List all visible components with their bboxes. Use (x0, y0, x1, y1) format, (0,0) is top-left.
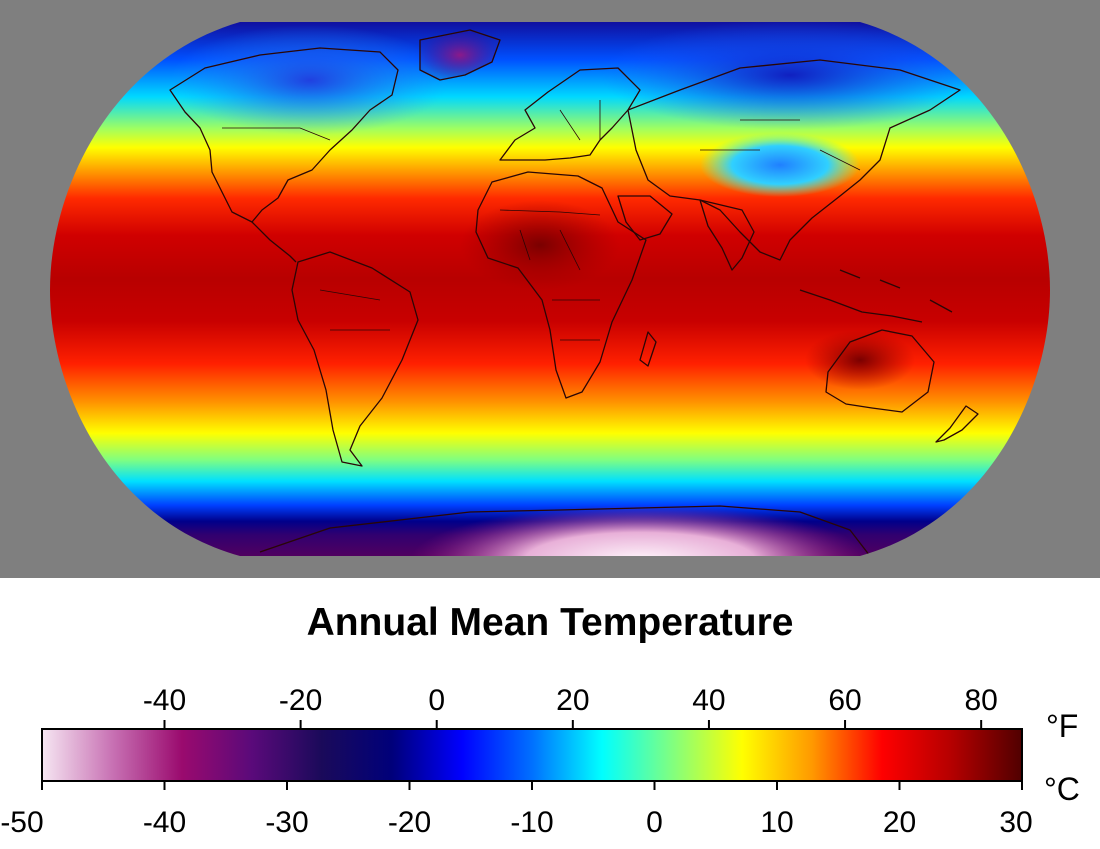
celsius-tick-label: 30 (999, 806, 1032, 839)
europe-outline (499, 67, 641, 161)
india-outline (699, 199, 755, 271)
tibet-cold-region (700, 133, 860, 197)
celsius-unit-label: °C (1044, 771, 1080, 807)
fahrenheit-unit-label: °F (1046, 708, 1078, 744)
world-temperature-map (50, 22, 1050, 556)
fahrenheit-tick-label: 60 (828, 684, 861, 717)
antarctica-cold-region (410, 505, 870, 556)
celsius-tick-label: 20 (883, 806, 916, 839)
siberia-cold-region (600, 22, 980, 130)
map-panel (0, 0, 1100, 578)
greenland-outline (419, 29, 501, 81)
southeast-asia-islands-outline (799, 269, 953, 323)
australia-outline (825, 329, 935, 413)
fahrenheit-ticks: -40 -20 0 20 40 60 80 (143, 684, 998, 729)
celsius-tick-label: -30 (265, 806, 308, 839)
fahrenheit-tick-label: 20 (556, 684, 589, 717)
colorbar-bar (41, 728, 1023, 782)
new-zealand-outline (935, 405, 979, 443)
celsius-tick-label: 10 (760, 806, 793, 839)
central-america-outline (251, 221, 297, 263)
antarctica-outline (259, 505, 871, 556)
fahrenheit-tick-label: -40 (143, 684, 186, 717)
fahrenheit-tick-label: 0 (428, 684, 445, 717)
arabia-outline (617, 195, 673, 241)
chart-title: Annual Mean Temperature (306, 601, 794, 644)
celsius-ticks: -50 -40 -30 -20 -10 0 10 20 30 (0, 781, 1033, 839)
celsius-tick-label: -40 (143, 806, 186, 839)
land-outlines (169, 29, 979, 556)
sahara-hot-region (460, 200, 620, 290)
fahrenheit-tick-label: -20 (279, 684, 322, 717)
australia-hot-region (805, 330, 915, 390)
country-borders (222, 100, 861, 341)
celsius-tick-label: 0 (646, 806, 663, 839)
africa-outline (475, 171, 647, 399)
fahrenheit-tick-label: 80 (964, 684, 997, 717)
north-america-outline (169, 47, 399, 223)
asia-outline (627, 59, 961, 261)
fahrenheit-tick-label: 40 (692, 684, 725, 717)
south-america-outline (291, 251, 419, 467)
celsius-tick-label: -10 (510, 806, 553, 839)
celsius-tick-label: -20 (388, 806, 431, 839)
celsius-tick-label: -50 (0, 806, 43, 839)
madagascar-outline (639, 331, 657, 367)
